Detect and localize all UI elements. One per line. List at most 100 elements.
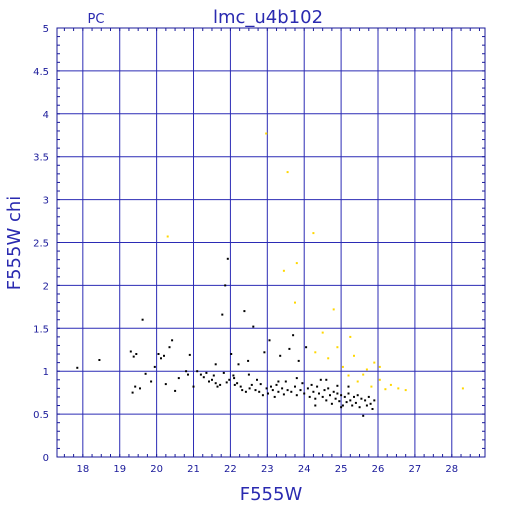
- black-point: [284, 380, 287, 383]
- yellow-point: [353, 354, 355, 357]
- black-point: [288, 347, 291, 350]
- black-point: [273, 395, 276, 398]
- yellow-point: [332, 308, 335, 311]
- black-point: [230, 353, 233, 355]
- x-tick-label: 26: [372, 464, 385, 475]
- black-point: [267, 392, 269, 395]
- black-point: [185, 370, 188, 373]
- black-point: [323, 389, 326, 392]
- yellow-point: [461, 387, 464, 390]
- yellow-point: [336, 346, 339, 349]
- y-tick-label: 5: [43, 24, 49, 35]
- black-point: [356, 394, 359, 397]
- black-point: [263, 351, 266, 354]
- black-point: [343, 395, 346, 398]
- y-tick-label: 4: [43, 110, 49, 121]
- black-point: [135, 353, 138, 355]
- yellow-point: [378, 365, 381, 368]
- black-point: [177, 377, 180, 380]
- black-point: [314, 397, 317, 400]
- y-tick-label: 1: [43, 367, 49, 378]
- black-point: [157, 353, 160, 355]
- black-point: [282, 393, 285, 396]
- yellow-point: [356, 380, 359, 383]
- y-tick-label: 1.5: [33, 324, 49, 335]
- black-point: [160, 357, 162, 360]
- yellow-point: [295, 262, 298, 265]
- black-point: [211, 378, 213, 381]
- black-point: [265, 387, 268, 390]
- black-point: [314, 404, 317, 407]
- yellow-point: [370, 385, 373, 388]
- black-point: [364, 399, 367, 402]
- yellow-point: [389, 383, 392, 386]
- black-point: [310, 383, 313, 386]
- black-point: [163, 354, 165, 357]
- x-tick-label: 18: [76, 464, 89, 475]
- y-tick-label: 2: [43, 281, 49, 292]
- black-point: [233, 377, 236, 380]
- black-point: [295, 394, 298, 397]
- yellow-point: [365, 368, 368, 371]
- black-point: [250, 383, 253, 386]
- x-tick-label: 27: [409, 464, 422, 475]
- black-point: [336, 392, 339, 395]
- black-point: [321, 395, 324, 398]
- black-point: [294, 385, 296, 388]
- black-point: [365, 404, 368, 407]
- black-point: [327, 387, 330, 390]
- x-tick-label: 19: [113, 464, 126, 475]
- black-point: [248, 387, 251, 390]
- black-point: [132, 355, 135, 358]
- black-point: [139, 387, 141, 390]
- black-point: [98, 359, 101, 361]
- black-point: [281, 387, 284, 390]
- black-point: [226, 257, 229, 260]
- yellow-point: [373, 361, 376, 364]
- black-point: [308, 395, 311, 398]
- black-point: [225, 381, 228, 384]
- black-point: [244, 390, 247, 393]
- black-point: [292, 334, 295, 337]
- corner-label: PC: [88, 12, 105, 27]
- yellow-point: [286, 171, 289, 174]
- black-point: [341, 404, 344, 407]
- black-point: [360, 397, 363, 400]
- x-tick-label: 20: [150, 464, 163, 475]
- black-point: [349, 399, 352, 402]
- yellow-point: [347, 374, 350, 377]
- black-point: [187, 373, 189, 376]
- black-point: [318, 392, 320, 395]
- y-tick-label: 0.5: [33, 410, 49, 421]
- series-yellow-points: [166, 132, 464, 392]
- black-point: [271, 389, 274, 392]
- black-point: [228, 378, 231, 381]
- black-point: [336, 384, 339, 387]
- black-point: [275, 383, 278, 386]
- black-point: [277, 380, 280, 383]
- black-point: [134, 385, 137, 388]
- black-point: [256, 378, 258, 381]
- black-point: [258, 390, 261, 393]
- black-point: [319, 378, 322, 381]
- black-point: [129, 350, 132, 353]
- y-axis-label: F555W chi: [4, 196, 25, 291]
- x-tick-label: 28: [445, 464, 458, 475]
- black-point: [295, 377, 298, 380]
- black-point: [214, 363, 217, 366]
- yellow-point: [321, 331, 324, 334]
- yellow-point: [404, 389, 407, 392]
- yellow-point: [282, 269, 285, 272]
- black-point: [270, 385, 272, 388]
- yellow-point: [265, 132, 268, 135]
- black-point: [76, 366, 79, 369]
- yellow-point: [314, 351, 317, 354]
- black-point: [208, 380, 210, 383]
- black-point: [216, 385, 219, 388]
- x-tick-label: 23: [261, 464, 274, 475]
- black-point: [338, 400, 341, 403]
- yellow-point: [349, 335, 352, 338]
- black-point: [347, 392, 350, 395]
- black-point: [233, 383, 236, 386]
- black-point: [325, 378, 328, 381]
